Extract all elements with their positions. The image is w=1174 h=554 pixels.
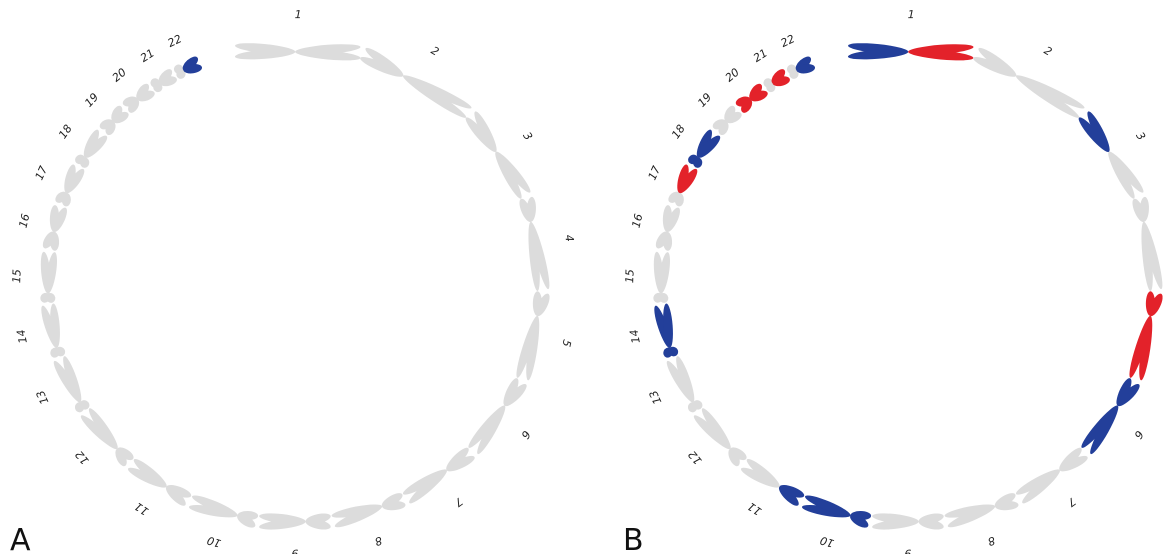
- chromosome: [513, 291, 552, 381]
- chromosome: [653, 205, 682, 251]
- chromosome: [763, 67, 791, 94]
- chromosome: [38, 251, 59, 304]
- chromosome: [1076, 109, 1147, 200]
- chromosome: [801, 492, 871, 530]
- chromosome-label: 1: [295, 8, 302, 21]
- chromosome-label: 7: [452, 495, 465, 510]
- chromosome: [40, 205, 69, 251]
- chromosome-label: 11: [132, 499, 151, 518]
- chromosome: [663, 355, 704, 413]
- chromosome-label: 22: [166, 32, 184, 50]
- chromosome-label: 12: [73, 448, 92, 467]
- chromosome-label: 3: [520, 130, 535, 143]
- chromosome-label: 14: [14, 328, 29, 344]
- chromosome-label: 16: [17, 212, 33, 229]
- chromosome: [1078, 376, 1142, 456]
- q-arm: [401, 72, 473, 112]
- chromosome: [53, 163, 87, 206]
- panel: B12345678910111213141516171819202122: [623, 8, 1174, 554]
- chromosome: [235, 41, 361, 63]
- chromosome: [173, 54, 203, 81]
- chromosome: [711, 104, 743, 137]
- chromosome: [50, 355, 91, 413]
- chromosome: [739, 456, 806, 509]
- chromosome: [331, 490, 406, 530]
- chromosome: [74, 128, 110, 168]
- chromosome-label: 21: [751, 46, 770, 64]
- chromosome-label: 19: [82, 91, 101, 110]
- q-arm: [1014, 72, 1086, 112]
- chromosome-label: 19: [695, 91, 714, 110]
- chromosome-label: 13: [34, 388, 52, 406]
- chromosome-label: 1: [908, 8, 915, 21]
- chromosome: [188, 492, 258, 530]
- chromosome: [259, 511, 332, 531]
- page: {"panels": [ {"label": "A", "chromosomes…: [0, 0, 1174, 554]
- chromosome-label: 15: [10, 269, 23, 283]
- chromosome-label: 10: [205, 533, 222, 550]
- chromosome-label: 22: [779, 32, 797, 50]
- chromosome: [401, 445, 477, 507]
- chromosome-label: 12: [686, 448, 705, 467]
- p-arm: [533, 291, 542, 316]
- q-arm: [1014, 72, 1082, 121]
- chromosome-label: 2: [429, 44, 442, 59]
- karyogram-figure: A12345678910111213141516171819202122B123…: [0, 0, 1174, 554]
- chromosome: [651, 303, 680, 359]
- chromosome-label: 9: [291, 547, 298, 554]
- q-arm: [49, 303, 62, 348]
- chromosome-label: 6: [518, 428, 533, 441]
- chromosome: [463, 109, 534, 200]
- chromosome: [98, 104, 130, 137]
- chromosome-label: 17: [646, 164, 664, 182]
- chromosome-label: 13: [647, 388, 665, 406]
- chromosome: [122, 82, 157, 115]
- chromosome: [786, 54, 816, 81]
- chromosome-label: 21: [138, 46, 157, 64]
- chromosome: [848, 41, 974, 63]
- chromosome-label: 11: [745, 499, 764, 518]
- chromosome-label: 2: [1042, 44, 1055, 59]
- chromosome: [1130, 197, 1166, 292]
- chromosome-label: 14: [627, 328, 642, 344]
- chromosome-label: 9: [904, 547, 911, 554]
- chromosome: [517, 197, 553, 292]
- chromosome-label: 20: [723, 66, 742, 85]
- p-arm: [1146, 291, 1155, 316]
- chromosome-label: 16: [630, 212, 646, 229]
- chromosome-label: 10: [818, 533, 835, 550]
- chromosome: [971, 45, 1086, 122]
- chromosome: [666, 163, 700, 206]
- chromosome-label: 3: [1133, 130, 1148, 143]
- chromosome: [1126, 291, 1165, 381]
- chromosome: [687, 128, 723, 168]
- q-arm: [662, 303, 675, 348]
- chromosome-label: 17: [33, 164, 51, 182]
- chromosome-label: 4: [562, 234, 576, 243]
- chromosome-label: 20: [110, 66, 129, 85]
- chromosome-label: 8: [986, 534, 997, 549]
- chromosome: [465, 376, 529, 456]
- chromosome: [735, 82, 770, 115]
- chromosome-label: 7: [1065, 495, 1078, 510]
- panel-label: A: [10, 523, 31, 554]
- chromosome: [358, 45, 473, 122]
- chromosome-label: 6: [1131, 428, 1146, 441]
- chromosome-label: 18: [669, 122, 688, 141]
- chromosome: [126, 456, 193, 509]
- panel-label: B: [623, 523, 644, 554]
- chromosome: [651, 251, 672, 304]
- chromosome: [1014, 445, 1090, 507]
- chromosome-label: 5: [559, 338, 573, 348]
- chromosome-label: 18: [56, 122, 75, 141]
- chromosome: [150, 67, 178, 94]
- chromosome: [944, 490, 1019, 530]
- chromosome: [872, 511, 945, 531]
- chromosome: [38, 303, 67, 359]
- chromosome-label: 8: [373, 534, 384, 549]
- chromosome-label: 15: [623, 269, 636, 283]
- q-arm: [401, 72, 469, 121]
